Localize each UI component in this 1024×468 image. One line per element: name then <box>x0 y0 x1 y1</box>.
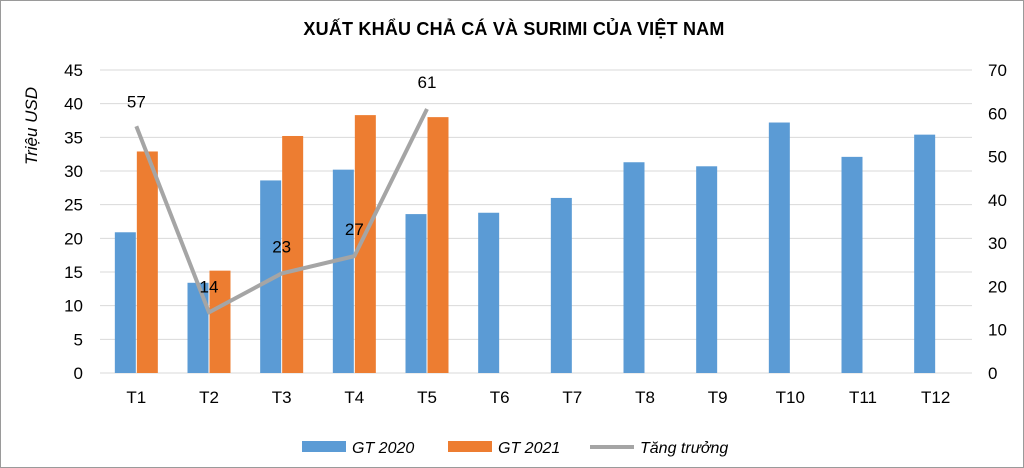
y-tick-label: 0 <box>74 364 83 383</box>
growth-line-path <box>134 108 429 315</box>
x-tick-label: T3 <box>272 388 292 407</box>
x-tick-label: T6 <box>490 388 510 407</box>
bar-gt-2020 <box>768 122 790 374</box>
bar-gt-2021 <box>282 135 304 373</box>
legend-label: GT 2020 <box>352 440 414 457</box>
bar-gt-2020 <box>260 180 282 373</box>
legend-swatch <box>448 441 492 452</box>
growth-data-label: 23 <box>272 237 291 256</box>
x-tick-label: T4 <box>344 388 364 407</box>
y-tick-label: 20 <box>64 229 83 248</box>
legend-swatch <box>302 441 346 452</box>
y2-tick-label: 20 <box>988 277 1007 296</box>
tick-labels: 0 5 10 15 20 25 30 35 40 45 0 10 20 30 40 50 60 70 T1 T2 T3 T… <box>64 61 1007 407</box>
y2-tick-label: 40 <box>988 191 1007 210</box>
bar-gt-2020 <box>478 212 500 373</box>
bar-gt-2020 <box>841 156 863 373</box>
legend-label: Tăng trưởng <box>640 440 728 457</box>
growth-data-label: 57 <box>127 92 146 111</box>
bar-gt-2020 <box>914 134 936 373</box>
y-tick-label: 40 <box>64 95 83 114</box>
y-tick-label: 35 <box>64 128 83 147</box>
x-tick-label: T7 <box>562 388 582 407</box>
gridlines <box>100 69 972 374</box>
growth-data-label: 27 <box>345 220 364 239</box>
bar-gt-2020 <box>696 166 718 373</box>
y2-tick-label: 50 <box>988 148 1007 167</box>
growth-data-label: 14 <box>200 277 219 296</box>
y2-tick-label: 0 <box>988 364 997 383</box>
y2-tick-label: 10 <box>988 321 1007 340</box>
x-tick-label: T1 <box>126 388 146 407</box>
x-tick-label: T8 <box>635 388 655 407</box>
bar-gt-2020 <box>550 197 572 373</box>
y2-tick-label: 30 <box>988 234 1007 253</box>
growth-data-label: 61 <box>418 73 437 92</box>
chart-title: XUẤT KHẨU CHẢ CÁ VÀ SURIMI CỦA VIỆT NAM <box>303 18 724 39</box>
x-tick-label: T12 <box>921 388 950 407</box>
x-tick-label: T2 <box>199 388 219 407</box>
y2-tick-label: 60 <box>988 104 1007 123</box>
bar-gt-2020 <box>187 282 209 373</box>
bar-gt-2021 <box>209 270 231 373</box>
y-tick-label: 45 <box>64 61 83 80</box>
y-tick-label: 10 <box>64 297 83 316</box>
bars <box>114 115 936 374</box>
x-tick-label: T9 <box>708 388 728 407</box>
y-tick-label: 5 <box>74 330 83 349</box>
bar-gt-2020 <box>114 232 136 373</box>
y-tick-label: 30 <box>64 162 83 181</box>
x-tick-label: T10 <box>776 388 805 407</box>
data-labels: 57 14 23 27 61 <box>127 73 437 296</box>
y2-tick-label: 70 <box>988 61 1007 80</box>
legend: GT 2020 GT 2021 Tăng trưởng <box>302 440 728 457</box>
y-tick-label: 15 <box>64 263 83 282</box>
bar-gt-2020 <box>405 214 427 373</box>
bar-gt-2021 <box>354 115 376 373</box>
x-tick-label: T5 <box>417 388 437 407</box>
bar-gt-2021 <box>427 117 449 373</box>
growth-line <box>134 108 429 315</box>
x-tick-label: T11 <box>849 388 877 407</box>
y-axis-label: Triệu USD <box>22 87 41 165</box>
y-tick-label: 25 <box>64 196 83 215</box>
bar-gt-2020 <box>623 162 645 373</box>
legend-label: GT 2021 <box>498 440 560 457</box>
bar-gt-2020 <box>332 169 354 373</box>
bar-gt-2021 <box>136 151 158 373</box>
